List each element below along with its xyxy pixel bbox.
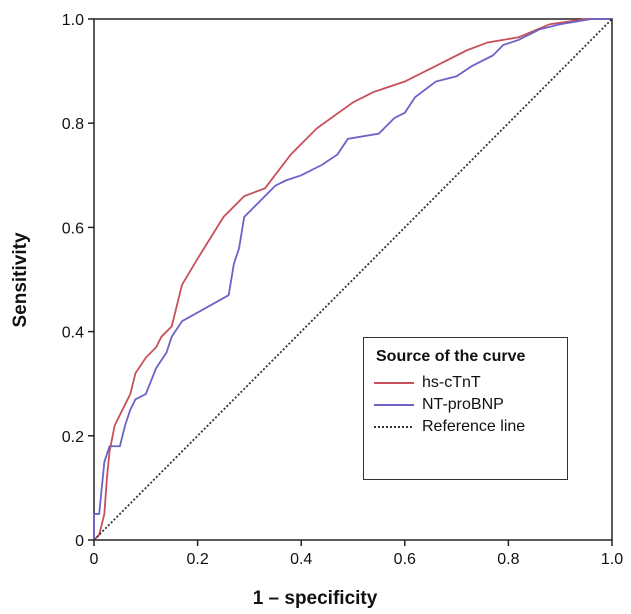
x-tick-label: 1.0 [601,551,623,568]
legend-entry: Reference line [372,416,567,438]
y-axis-label: Sensitivity [10,232,31,327]
roc-curve [93,18,613,541]
plot-frame [93,18,613,541]
legend-swatch [374,404,414,406]
y-tick-label: 0.8 [62,116,84,133]
roc-curve [93,18,612,541]
legend-entry: hs-cTnT [372,372,567,394]
legend-label: hs-cTnT [422,374,481,391]
legend-label: Reference line [422,418,526,435]
legend-swatch [374,426,414,428]
legend-swatch [374,382,414,384]
x-tick-label: 0.4 [290,551,312,568]
y-tick-label: 0.2 [62,429,84,446]
roc-curve [93,18,612,540]
y-tick-label: 0 [75,533,84,550]
x-tick-label: 0.6 [394,551,416,568]
y-tick-label: 0.4 [62,325,84,342]
legend-entries: hs-cTnT NT-proBNP Reference line [364,372,567,438]
y-tick-label: 0.6 [62,220,84,237]
x-tick-label: 0.2 [186,551,208,568]
legend-entry: NT-proBNP [372,394,567,416]
y-tick-label: 1.0 [62,12,84,29]
x-tick-label: 0.8 [497,551,519,568]
legend-title: Source of the curve [376,348,526,365]
legend-label: NT-proBNP [422,396,504,413]
x-axis-label: 1 – specificity [253,588,378,609]
legend: Source of the curve hs-cTnT NT-proBNP Refe… [363,337,568,480]
x-tick-label: 0 [90,551,99,568]
